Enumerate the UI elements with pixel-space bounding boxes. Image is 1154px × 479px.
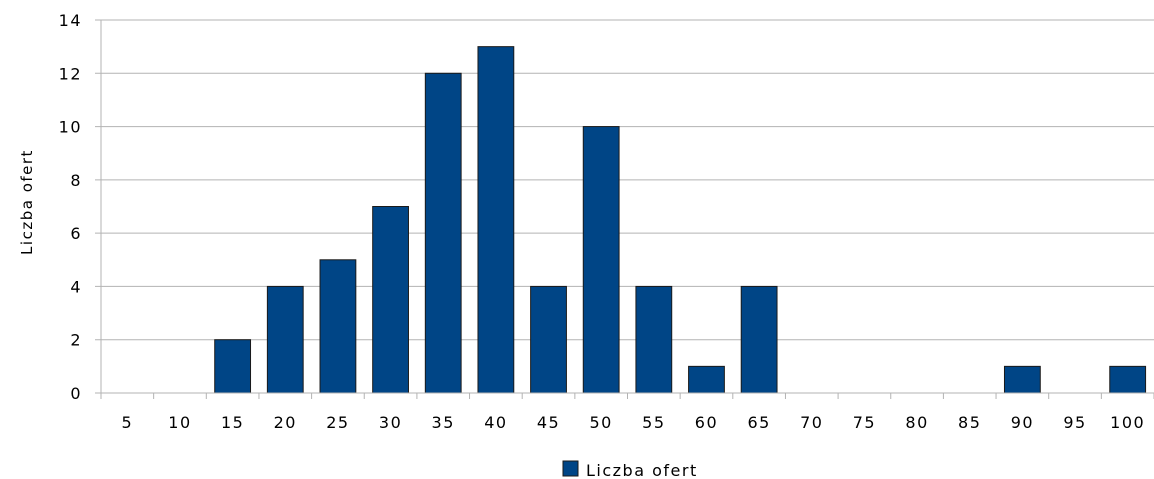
x-tick-label: 75 xyxy=(853,413,876,432)
x-tick-label: 35 xyxy=(432,413,455,432)
bar xyxy=(477,46,515,394)
legend-swatch xyxy=(562,460,579,477)
x-tick-label: 60 xyxy=(695,413,718,432)
y-tick-label: 10 xyxy=(59,118,82,137)
x-tick-label: 90 xyxy=(1011,413,1034,432)
axes xyxy=(100,20,1154,399)
y-tick-labels: 0 2 4 6 8 10 12 14 xyxy=(59,11,82,403)
bar xyxy=(319,259,357,394)
x-tick-label: 5 xyxy=(121,413,133,432)
bar xyxy=(1109,365,1147,394)
y-tick-label: 6 xyxy=(70,224,82,243)
y-tick-label: 14 xyxy=(59,11,82,30)
x-tick-label: 50 xyxy=(589,413,612,432)
y-tick-label: 12 xyxy=(59,64,82,83)
x-tick-label: 95 xyxy=(1063,413,1086,432)
x-tick-label: 65 xyxy=(747,413,770,432)
x-tick-label: 80 xyxy=(905,413,928,432)
x-tick-label: 45 xyxy=(537,413,560,432)
bars xyxy=(214,46,1147,394)
y-tick-label: 4 xyxy=(70,277,82,296)
y-tick-label: 0 xyxy=(70,384,82,403)
legend: Liczba ofert xyxy=(562,460,698,479)
x-tick-labels: 5 10 15 20 25 30 35 40 45 50 55 60 65 70 75 80 85 90 95 100 xyxy=(121,413,1145,432)
bar xyxy=(372,206,409,394)
x-tick-label: 20 xyxy=(274,413,297,432)
y-tick-label: 2 xyxy=(70,331,82,350)
bar xyxy=(1003,365,1041,394)
bar xyxy=(530,285,567,394)
legend-label: Liczba ofert xyxy=(586,461,698,479)
bar xyxy=(740,285,778,394)
x-tick-label: 15 xyxy=(221,413,244,432)
y-tick-label: 8 xyxy=(70,171,82,190)
x-tick-label: 10 xyxy=(168,413,191,432)
x-tick-label: 100 xyxy=(1110,413,1145,432)
bar xyxy=(582,126,620,394)
x-tick-label: 85 xyxy=(958,413,981,432)
gridlines xyxy=(95,19,1154,394)
bar xyxy=(214,339,252,394)
bar xyxy=(266,285,304,394)
bar xyxy=(688,365,725,394)
x-tick-label: 30 xyxy=(379,413,402,432)
bar xyxy=(424,72,462,394)
x-tick-label: 40 xyxy=(484,413,507,432)
bar xyxy=(635,285,673,394)
y-axis-title: Liczba ofert xyxy=(18,149,36,255)
x-tick-label: 25 xyxy=(326,413,349,432)
x-tick-label: 55 xyxy=(642,413,665,432)
x-tick-label: 70 xyxy=(800,413,823,432)
